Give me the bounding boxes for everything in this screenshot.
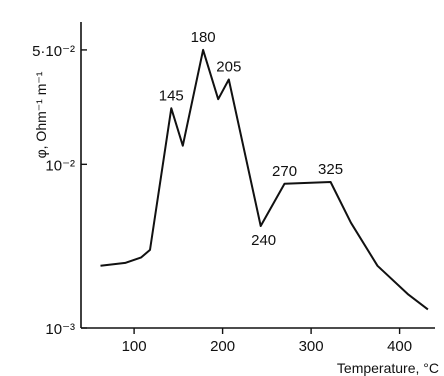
y-tick-label: 10⁻² xyxy=(45,157,75,174)
y-tick-label: 10⁻³ xyxy=(45,321,75,338)
y-ticks: 10⁻³ 10⁻² 5·10⁻² xyxy=(32,43,87,338)
peak-label: 145 xyxy=(159,87,184,104)
x-tick-label: 100 xyxy=(122,338,147,355)
series-line xyxy=(100,48,429,311)
peak-label: 325 xyxy=(318,161,343,178)
peak-label: 270 xyxy=(272,163,297,180)
x-tick-label: 300 xyxy=(299,338,324,355)
y-axis-title: φ, Ohm⁻¹ m⁻¹ xyxy=(33,71,49,158)
x-ticks: 100 200 300 400 xyxy=(122,328,412,355)
x-axis-title: Temperature, °C xyxy=(337,360,439,376)
peak-label: 240 xyxy=(251,232,276,249)
y-tick-label: 5·10⁻² xyxy=(32,43,75,60)
peak-label: 205 xyxy=(216,58,241,75)
peak-label: 180 xyxy=(191,29,216,46)
x-tick-label: 200 xyxy=(210,338,235,355)
x-tick-label: 400 xyxy=(387,338,412,355)
